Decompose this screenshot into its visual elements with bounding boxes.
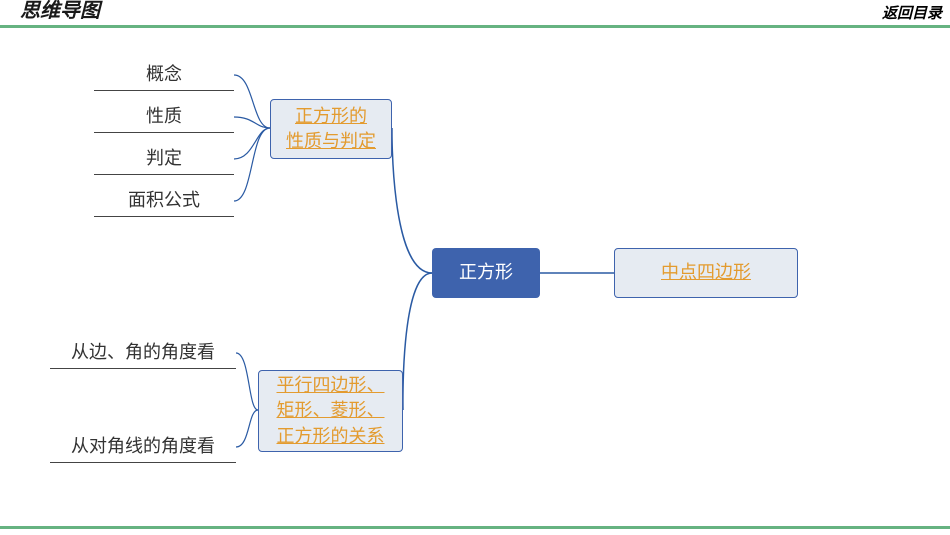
b3: 正方形的关系 bbox=[277, 426, 385, 446]
leaf-diagonal: 从对角线的角度看 bbox=[50, 432, 236, 463]
page-title: 思维导图 bbox=[20, 0, 100, 23]
footer-line bbox=[0, 526, 950, 529]
edge-top-leaf2 bbox=[234, 117, 270, 128]
b2: 矩形、菱形、 bbox=[277, 400, 385, 420]
leaf-property: 性质 bbox=[94, 102, 234, 133]
leaf-judgement-label: 判定 bbox=[146, 148, 182, 168]
root-node: 正方形 bbox=[432, 248, 540, 298]
edge-root-top bbox=[392, 128, 432, 273]
t2: 性质与判定 bbox=[286, 131, 376, 151]
edge-bot-leaf1 bbox=[236, 353, 258, 410]
root-label: 正方形 bbox=[459, 260, 513, 285]
leaf-area: 面积公式 bbox=[94, 186, 234, 217]
leaf-side-angle: 从边、角的角度看 bbox=[50, 338, 236, 369]
node-quad-relations-label: 平行四边形、 矩形、菱形、 正方形的关系 bbox=[277, 373, 385, 449]
t1: 正方形的 bbox=[295, 106, 367, 126]
b1: 平行四边形、 bbox=[277, 375, 385, 395]
leaf-diagonal-label: 从对角线的角度看 bbox=[71, 436, 215, 456]
leaf-area-label: 面积公式 bbox=[128, 190, 200, 210]
leaf-property-label: 性质 bbox=[146, 106, 182, 126]
edge-top-leaf4 bbox=[234, 128, 270, 201]
header-bar: 思维导图 返回目录 bbox=[0, 0, 950, 28]
leaf-side-angle-label: 从边、角的角度看 bbox=[71, 342, 215, 362]
node-midpoint-quad[interactable]: 中点四边形 bbox=[614, 248, 798, 298]
leaf-concept-label: 概念 bbox=[146, 64, 182, 84]
edge-bot-leaf2 bbox=[236, 410, 258, 447]
leaf-concept: 概念 bbox=[94, 60, 234, 91]
edge-top-leaf1 bbox=[234, 75, 270, 128]
edge-root-bottom bbox=[403, 273, 432, 410]
node-quad-relations[interactable]: 平行四边形、 矩形、菱形、 正方形的关系 bbox=[258, 370, 403, 452]
leaf-judgement: 判定 bbox=[94, 144, 234, 175]
return-link[interactable]: 返回目录 bbox=[882, 2, 942, 23]
edge-top-leaf3 bbox=[234, 128, 270, 159]
node-square-properties[interactable]: 正方形的 性质与判定 bbox=[270, 99, 392, 159]
node-midpoint-quad-label: 中点四边形 bbox=[661, 260, 751, 285]
node-square-properties-label: 正方形的 性质与判定 bbox=[286, 104, 376, 154]
